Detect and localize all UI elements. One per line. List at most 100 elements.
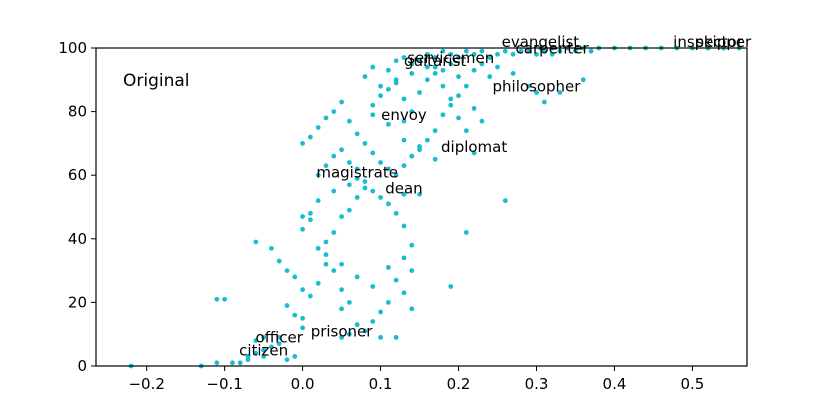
data-point: [354, 195, 360, 200]
data-point: [440, 112, 446, 118]
labeled-data-point: [261, 354, 267, 359]
word-label: magistrate: [316, 163, 398, 181]
data-point: [393, 172, 399, 178]
data-point: [393, 277, 399, 283]
data-point: [534, 51, 539, 57]
labeled-data-point: [448, 61, 454, 67]
data-point: [354, 274, 360, 280]
data-point: [214, 296, 220, 302]
data-point: [471, 67, 477, 73]
data-point: [261, 334, 267, 340]
points-layer: [128, 45, 742, 369]
data-point: [557, 90, 563, 95]
data-point: [417, 58, 422, 64]
data-point: [331, 268, 337, 273]
data-point: [362, 74, 368, 80]
data-point: [315, 245, 321, 251]
data-point: [401, 290, 407, 296]
labeled-data-point: [432, 64, 438, 70]
data-point: [510, 51, 516, 57]
word-label: philosopher: [493, 78, 582, 96]
data-point: [448, 102, 454, 108]
data-point: [393, 334, 399, 340]
data-point: [370, 112, 376, 118]
data-point: [315, 125, 321, 130]
data-point: [448, 284, 454, 289]
data-point: [401, 255, 407, 261]
x-tick-label: 0.3: [525, 375, 549, 393]
data-point: [276, 334, 282, 340]
data-point: [346, 160, 352, 165]
data-point: [479, 118, 485, 124]
data-point: [315, 198, 321, 204]
data-point: [370, 319, 376, 324]
data-point: [300, 141, 306, 146]
data-point: [401, 163, 407, 169]
data-point: [378, 160, 383, 165]
data-point: [362, 328, 368, 334]
data-point: [440, 48, 446, 54]
word-label: carpenter: [516, 39, 590, 57]
data-point: [448, 51, 454, 57]
data-point: [393, 58, 399, 64]
data-point: [385, 300, 391, 305]
data-point: [424, 137, 430, 143]
data-point: [409, 109, 415, 114]
data-point: [385, 166, 391, 172]
data-point: [300, 315, 306, 321]
y-tick-label: 100: [58, 39, 87, 57]
data-point: [495, 64, 500, 70]
word-label: skipper: [696, 33, 752, 51]
data-point: [479, 61, 485, 67]
data-point: [526, 48, 532, 54]
data-point: [308, 293, 313, 299]
data-point: [284, 268, 290, 273]
data-point: [502, 48, 508, 54]
x-tick-label: −0.2: [128, 375, 164, 393]
data-point: [471, 106, 477, 111]
data-point: [432, 156, 438, 162]
data-point: [417, 191, 422, 197]
data-point: [354, 322, 360, 328]
data-point: [315, 172, 321, 178]
data-point: [409, 153, 415, 159]
data-point: [463, 128, 469, 134]
data-point: [346, 207, 352, 213]
data-point: [580, 77, 586, 83]
data-point: [323, 239, 329, 245]
data-point: [417, 90, 422, 95]
data-point: [253, 338, 259, 343]
data-point: [541, 99, 547, 105]
x-tick-label: 0.5: [680, 375, 704, 393]
data-point: [456, 55, 461, 60]
data-point: [222, 296, 228, 302]
data-point: [424, 64, 430, 70]
labeled-data-point: [534, 90, 539, 95]
data-point: [401, 55, 407, 60]
data-point: [346, 182, 352, 188]
data-point: [300, 287, 306, 293]
data-point: [362, 185, 368, 191]
data-point: [409, 306, 415, 312]
x-axis-ticks: −0.2 −0.1 0.0 0.1 0.2 0.3 0.4 0.5: [128, 366, 704, 393]
data-point: [300, 214, 306, 219]
panel-label: Original: [123, 71, 190, 91]
data-point: [230, 360, 235, 366]
data-point: [339, 99, 344, 105]
data-point: [331, 230, 337, 235]
word-label: dean: [385, 179, 422, 197]
plot-frame: [95, 47, 748, 367]
word-label: servicemen: [407, 49, 494, 67]
word-label: guitarist: [404, 52, 466, 70]
data-point: [331, 109, 337, 114]
x-tick-label: 0.1: [369, 375, 393, 393]
data-point: [463, 83, 469, 89]
data-point: [339, 147, 344, 153]
data-point: [456, 74, 461, 80]
data-point: [440, 83, 446, 89]
data-point: [432, 71, 438, 76]
data-point: [323, 261, 329, 267]
data-point: [315, 280, 321, 286]
data-point: [308, 134, 313, 140]
